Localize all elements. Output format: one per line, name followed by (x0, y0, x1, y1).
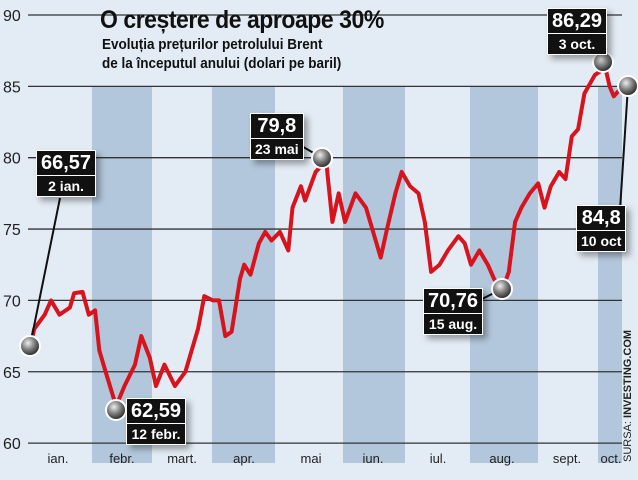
x-tick-label: aug. (489, 451, 514, 466)
x-tick-label: oct. (601, 451, 622, 466)
month-band (343, 86, 405, 463)
y-tick-label: 60 (3, 436, 21, 453)
data-point-marker (19, 335, 41, 357)
annotation-label: 66,57 2 ian. (36, 150, 97, 197)
chart-title: O creștere de aproape 30% (100, 6, 384, 34)
data-point-marker (105, 399, 127, 421)
x-tick-label: iul. (430, 451, 447, 466)
leader-line (29, 197, 61, 347)
annotation-label: 62,59 12 febr. (126, 398, 187, 445)
month-band (470, 86, 538, 463)
x-tick-label: febr. (109, 451, 134, 466)
x-tick-label: mart. (167, 451, 197, 466)
data-point-marker (592, 51, 614, 73)
annotation-label: 86,29 3 oct. (547, 8, 608, 55)
month-band (598, 86, 622, 463)
leader-line (619, 85, 629, 211)
chart-subtitle-1: Evoluția prețurilor petrolului Brent (102, 36, 323, 53)
y-tick-label: 70 (3, 293, 21, 310)
annotation-label: 79,8 23 mai (250, 113, 304, 160)
y-tick-label: 80 (3, 151, 21, 168)
annotation-label: 84,8 10 oct (576, 205, 627, 252)
source-note: SURSA: INVESTING.COM (622, 329, 634, 462)
x-tick-label: sept. (553, 451, 581, 466)
x-tick-label: apr. (233, 451, 255, 466)
chart-subtitle-2: de la începutul anului (dolari pe baril) (102, 55, 342, 72)
y-tick-label: 75 (3, 222, 21, 239)
y-tick-label: 65 (3, 365, 21, 382)
x-tick-label: ian. (48, 451, 69, 466)
x-tick-label: iun. (363, 451, 384, 466)
data-point-marker (491, 278, 513, 300)
x-tick-label: mai (301, 451, 322, 466)
y-tick-label: 90 (3, 8, 21, 25)
data-point-marker (617, 75, 638, 97)
annotation-label: 70,76 15 aug. (423, 288, 484, 335)
data-point-marker (311, 147, 333, 169)
y-tick-label: 85 (3, 79, 21, 96)
